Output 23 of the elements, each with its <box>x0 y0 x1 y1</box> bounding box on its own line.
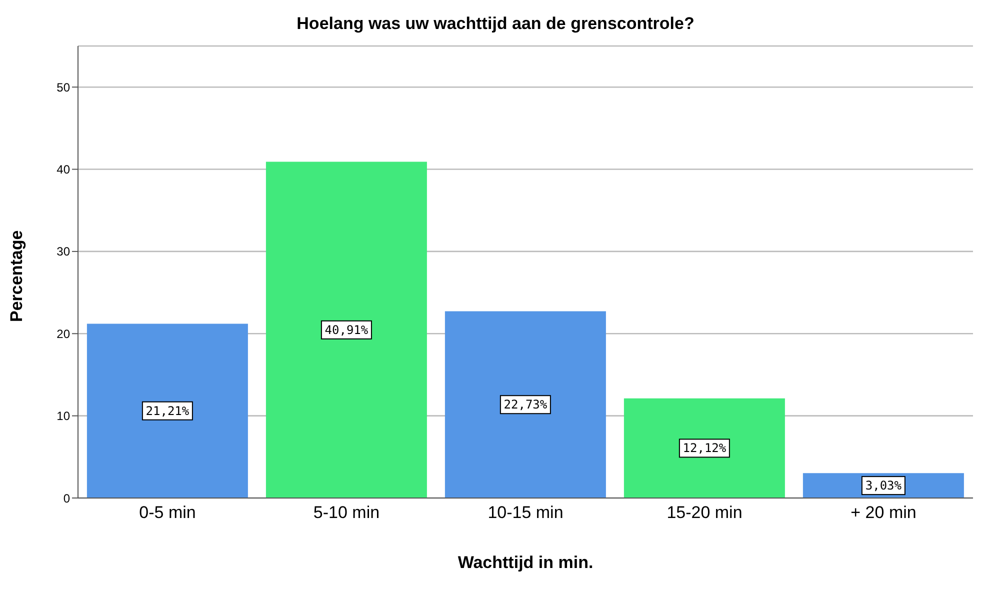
y-tick-label: 20 <box>56 326 70 341</box>
x-tick-label: 5-10 min <box>313 503 380 522</box>
data-label: 40,91% <box>324 322 369 337</box>
bar <box>266 162 427 498</box>
chart-title: Hoelang was uw wachttijd aan de grenscontrole? <box>296 13 696 35</box>
data-label: 22,73% <box>504 398 548 412</box>
bar <box>444 311 606 498</box>
bar <box>624 398 785 498</box>
x-tick-label: 10-15 min <box>488 503 564 522</box>
y-tick-label: 30 <box>56 244 70 259</box>
data-label: 3,03% <box>865 478 902 493</box>
x-tick-label: 15-20 min <box>666 503 742 522</box>
y-tick-label: 40 <box>56 162 70 177</box>
data-label: 12,12% <box>682 441 727 456</box>
bar <box>86 324 248 498</box>
y-tick-label: 0 <box>63 491 70 506</box>
x-tick-label: + 20 min <box>850 503 916 522</box>
y-tick-label: 50 <box>56 80 70 94</box>
x-axis-title: Wachttijd in min. <box>458 553 594 572</box>
y-tick-label: 10 <box>56 409 70 424</box>
x-tick-label: 0-5 min <box>139 503 196 522</box>
data-label: 21,21% <box>146 404 190 418</box>
y-axis-title: Percentage <box>7 230 26 322</box>
